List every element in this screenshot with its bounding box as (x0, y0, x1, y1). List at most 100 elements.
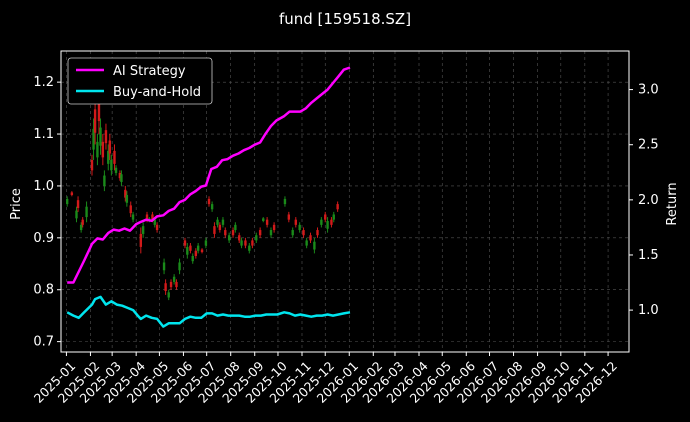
price-bar-body (118, 172, 122, 179)
price-bar-body (313, 241, 316, 250)
price-bar-body (240, 240, 243, 246)
price-bar-body (251, 240, 254, 246)
y-right-tick-label: 2.5 (638, 138, 659, 153)
y-axis-label-left: Price (9, 188, 24, 220)
price-bar-body (164, 283, 167, 292)
series-line-buy-and-hold (66, 295, 351, 328)
series-lines (66, 66, 351, 328)
price-bar-body (218, 224, 222, 231)
price-bar-body (196, 245, 200, 251)
price-bar-body (207, 198, 211, 205)
price-bar-body (85, 206, 88, 218)
price-bar-body (153, 219, 156, 225)
price-bar-body (172, 276, 176, 282)
price-bar-body (114, 167, 118, 173)
grid (61, 51, 629, 352)
chart-title: fund [159518.SZ] (279, 10, 411, 28)
price-bar-body (175, 281, 178, 288)
price-bar-body (316, 230, 319, 236)
price-bar-body (104, 130, 108, 144)
price-bar-body (194, 250, 198, 256)
price-bar-body (302, 230, 305, 236)
price-bar-body (298, 224, 301, 231)
price-bar-body (183, 240, 187, 246)
price-bar-body (97, 95, 101, 122)
price-bar-body (120, 174, 123, 183)
price-bar-body (294, 219, 297, 225)
price-bar-body (204, 240, 208, 246)
y-left-tick-label: 1.0 (33, 179, 54, 194)
price-bar-body (129, 205, 132, 214)
series-line-ai-strategy (67, 66, 351, 284)
price-bar-body (234, 224, 237, 231)
price-bar-body (238, 235, 241, 241)
y-right-tick-label: 2.0 (638, 193, 659, 208)
y-left-tick-label: 1.2 (33, 75, 54, 90)
price-bar-body (90, 159, 94, 171)
price-bar-body (101, 141, 105, 158)
price-bar-body (125, 195, 129, 203)
price-bar-body (178, 262, 181, 271)
price-bar-body (330, 219, 333, 225)
price-bar-body (81, 219, 84, 225)
price-bar-body (75, 210, 78, 219)
price-bar-body (167, 292, 170, 298)
price-bar-body (216, 219, 219, 225)
price-bar-body (332, 214, 335, 220)
y-axis-label-right: Return (665, 182, 680, 225)
y-right-axis: 1.0 1.5 2.0 2.5 3.0 (629, 83, 659, 318)
price-bar-body (269, 230, 273, 236)
y-left-tick-label: 0.7 (33, 335, 54, 350)
price-bar-body (291, 230, 294, 236)
y-left-axis: 0.7 0.8 0.9 1.0 1.1 1.2 (33, 75, 61, 350)
price-bar-body (65, 198, 69, 205)
price-bar-body (248, 245, 251, 251)
price-bar-body (231, 230, 235, 236)
price-bar-body (107, 150, 110, 164)
price-bar-body (189, 245, 192, 251)
price-bar-body (283, 198, 287, 205)
price-bar-body (272, 224, 276, 231)
price-bar-body (213, 226, 216, 234)
price-bar-body (145, 214, 149, 220)
legend-label-ai-strategy: AI Strategy (113, 64, 186, 79)
price-bar-body (92, 128, 95, 150)
price-bar-body (151, 214, 154, 220)
y-right-tick-label: 1.5 (638, 248, 659, 263)
price-bar-body (70, 192, 74, 196)
price-bar-body (262, 218, 265, 221)
price-bar-body (336, 204, 339, 210)
price-bar-body (227, 235, 231, 241)
price-bar-body (320, 219, 323, 225)
price-bar-body (309, 235, 312, 241)
price-bar-body (93, 109, 97, 133)
price-bar-body (191, 255, 194, 262)
price-bar-body (113, 150, 116, 164)
price-bar-body (326, 220, 329, 229)
price-bar-body (200, 249, 204, 253)
y-right-tick-label: 3.0 (638, 83, 659, 98)
price-bars (65, 82, 339, 301)
price-bar-body (108, 140, 112, 154)
y-left-tick-label: 1.1 (33, 127, 54, 142)
price-bar-body (79, 224, 83, 231)
price-bar-body (324, 214, 327, 220)
price-bar-body (169, 281, 173, 288)
price-bar-body (96, 141, 99, 158)
price-bar-body (131, 214, 135, 220)
legend-label-buy-and-hold: Buy-and-Hold (113, 85, 201, 100)
price-bar-body (99, 127, 102, 146)
price-bar-body (244, 240, 247, 246)
price-bar-body (141, 226, 145, 234)
price-bar-body (224, 230, 227, 236)
price-bar-body (155, 224, 159, 231)
plot-frame (60, 50, 630, 353)
y-right-tick-label: 1.0 (638, 303, 659, 318)
price-bar-body (186, 246, 189, 255)
price-bar-body (210, 204, 214, 210)
price-bar-body (221, 219, 225, 225)
price-bar-body (162, 262, 166, 271)
price-bar-body (76, 200, 80, 208)
legend: AI Strategy Buy-and-Hold (67, 57, 213, 105)
